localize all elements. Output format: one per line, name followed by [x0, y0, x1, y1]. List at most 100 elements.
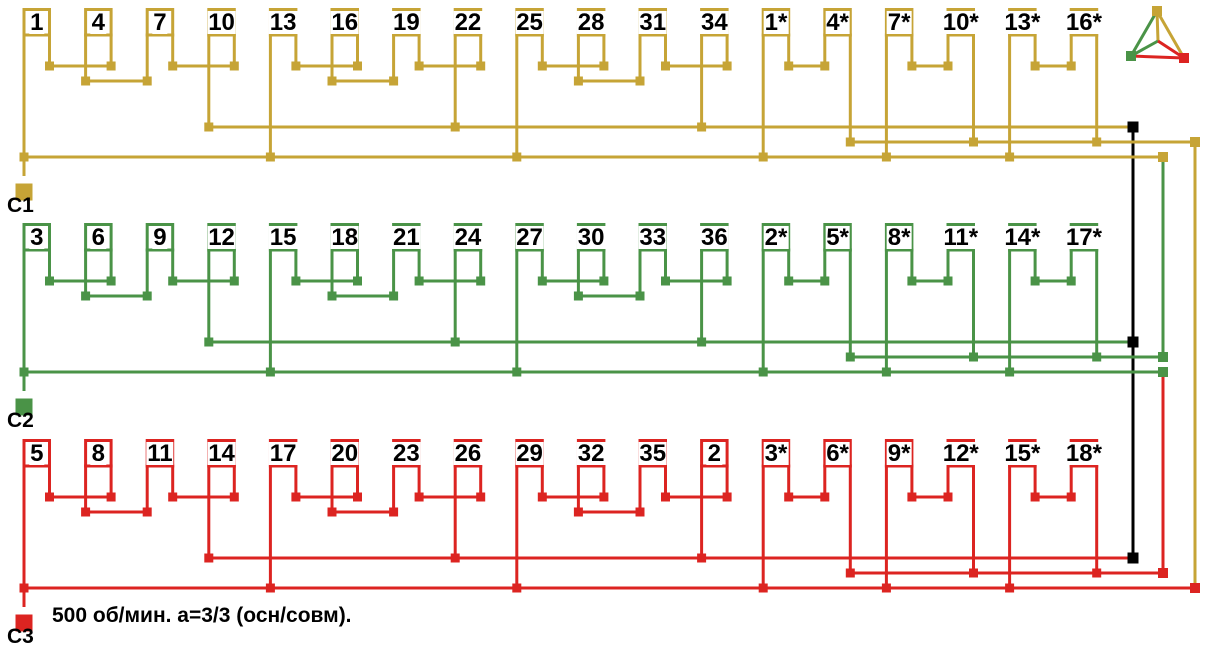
terminal-label: C3	[7, 625, 34, 648]
junction-dot	[414, 61, 424, 71]
junction-dot	[635, 76, 645, 86]
junction-dot	[204, 337, 214, 347]
coil-outline	[1008, 439, 1037, 588]
junction-dot	[414, 492, 424, 502]
junction-dot	[389, 76, 399, 86]
coil-outline	[761, 439, 791, 588]
junction-dot	[450, 337, 460, 347]
coil-outline	[576, 439, 606, 512]
junction-dot	[845, 568, 855, 578]
coil-outline	[1069, 8, 1099, 142]
junction-dot	[45, 61, 54, 71]
coil-number: 22	[453, 9, 483, 36]
junction-dot	[81, 507, 91, 517]
coil-outline	[330, 8, 359, 81]
junction-dot	[1092, 137, 1102, 147]
coil-outline	[761, 8, 791, 157]
coil-outline	[576, 8, 606, 81]
terminal-label: C2	[7, 409, 34, 432]
junction-dot	[943, 61, 953, 71]
junction-dot	[537, 276, 547, 286]
junction-dot	[599, 276, 609, 286]
junction-dot	[661, 492, 670, 502]
coil-number: 9*	[886, 440, 912, 467]
junction-dot	[573, 76, 583, 86]
coil-number: 26	[453, 440, 483, 467]
coil-number: 5*	[825, 224, 850, 251]
junction-dot	[204, 553, 214, 563]
phase-symbol-node	[1126, 51, 1136, 61]
junction-dot	[389, 507, 399, 517]
junction-dot	[943, 276, 953, 286]
junction-dot	[537, 492, 547, 502]
phase-symbol-node	[1152, 6, 1162, 16]
junction-dot	[476, 61, 486, 71]
junction-dot	[1030, 61, 1040, 71]
coil-number: 29	[515, 440, 544, 467]
junction-dot	[142, 507, 152, 517]
coil-outline	[515, 223, 544, 372]
terminal-label: C1	[7, 194, 34, 217]
phase-symbol-node	[1179, 53, 1189, 63]
coil-outline	[207, 439, 236, 558]
coil-number: 12	[207, 224, 236, 251]
junction-dot	[45, 276, 54, 286]
coil-outline	[330, 439, 359, 512]
junction-dot	[661, 61, 670, 71]
coil-outline	[823, 439, 852, 573]
coil-outline	[884, 8, 914, 157]
coil-number: 16	[330, 9, 360, 36]
coil-outline	[700, 8, 729, 127]
coil-number: 33	[638, 224, 668, 251]
junction-dot	[820, 276, 830, 286]
junction-dot	[722, 61, 732, 71]
coil-outline	[946, 8, 975, 142]
junction-dot	[389, 291, 399, 301]
coil-number: 3*	[763, 440, 789, 467]
junction-dot	[81, 76, 91, 86]
link-end-dot	[1190, 137, 1200, 147]
coil-outline	[268, 223, 298, 372]
coil-outline	[453, 223, 483, 342]
junction-dot	[969, 568, 978, 578]
junction-dot	[229, 492, 239, 502]
coil-number: 10*	[941, 9, 980, 36]
junction-dot	[450, 122, 460, 132]
coil-outline	[207, 223, 236, 342]
phase-symbol-edge	[1129, 10, 1159, 57]
junction-dot	[265, 583, 275, 593]
coil-outline	[392, 439, 421, 512]
coil-outline	[946, 223, 975, 357]
coil-outline	[268, 8, 298, 157]
junction-dot	[512, 367, 522, 377]
coil-outline	[823, 223, 852, 357]
coil-number: 2*	[763, 224, 789, 251]
coil-number: 17	[268, 440, 298, 467]
coil-number: 11*	[942, 224, 980, 251]
junction-dot	[265, 367, 275, 377]
junction-dot	[784, 61, 794, 71]
junction-dot	[784, 276, 794, 286]
coil-outline	[22, 8, 51, 157]
coil-number: 12*	[941, 440, 980, 467]
coil-number: 1*	[763, 9, 789, 36]
coil-number: 31	[638, 9, 668, 36]
junction-dot	[635, 291, 645, 301]
coil-number: 18*	[1064, 440, 1103, 467]
coil-outline	[638, 8, 667, 81]
coil-number: 15*	[1003, 440, 1042, 467]
coil-number: 2	[706, 440, 723, 467]
coil-outline	[84, 439, 113, 512]
coil-number: 11	[146, 440, 174, 467]
coil-outline	[453, 8, 483, 127]
coil-outline	[1008, 8, 1037, 157]
coil-outline	[392, 223, 421, 296]
coil-number: 14	[207, 440, 236, 467]
coil-number: 13*	[1003, 9, 1042, 36]
coil-number: 27	[515, 224, 544, 251]
coil-outline	[84, 223, 113, 296]
coil-outline	[884, 439, 914, 588]
coil-outline	[576, 223, 606, 296]
junction-dot	[537, 61, 547, 71]
junction-dot	[969, 137, 978, 147]
